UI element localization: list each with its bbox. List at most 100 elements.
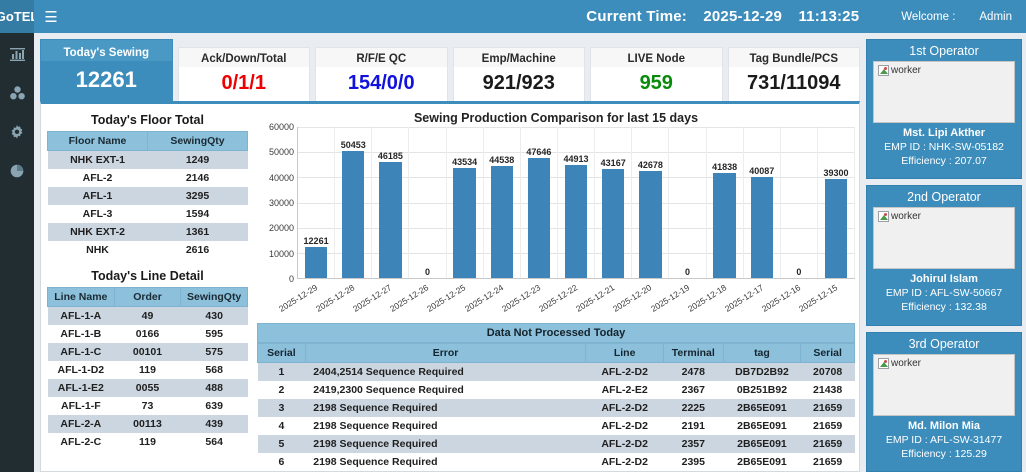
y-axis-tick: 50000 [268, 147, 294, 158]
line_detail-cell: 430 [205, 310, 223, 322]
data_table-cell: 1 [278, 366, 285, 378]
floor-total-table: Floor Name SewingQty NHK EXT-1 1249 AFL-2 21… [47, 131, 248, 259]
data_table-cell: AFL-2-D2 [601, 438, 648, 450]
data_table-cell: 2B65E091 [737, 438, 787, 450]
floor-total-header-row: Floor Name SewingQty [47, 131, 248, 151]
table-row[interactable]: 2 2419,2300 Sequence Required AFL-2-E2 2367… [257, 381, 855, 399]
line_detail-cell: 00101 [132, 346, 163, 358]
kpi-card-0[interactable]: Today's Sewing 12261 [40, 39, 173, 101]
bar [601, 169, 625, 278]
data_table-cell: 2225 [681, 402, 705, 414]
floor_total-cell: NHK EXT-1 [70, 154, 125, 166]
bar-cell[interactable]: 42678 [632, 127, 670, 278]
kpi-card-1[interactable]: Ack/Down/Total 0/1/1 [177, 47, 310, 101]
table-row[interactable]: NHK 2616 [47, 241, 248, 259]
share-nodes-icon [9, 86, 25, 100]
data_table-cell: 2B65E091 [737, 456, 787, 468]
kpi-card-value: 0/1/1 [221, 71, 266, 94]
bar-cell[interactable]: 43167 [595, 127, 633, 278]
bar-cell[interactable]: 44913 [558, 127, 596, 278]
data_table-cell: 21659 [813, 402, 843, 414]
line_detail-cell: 568 [205, 364, 223, 376]
bar-cell[interactable]: 12261 [298, 127, 336, 278]
operator-efficiency: Efficiency : 132.38 [901, 301, 987, 314]
line_detail-cell: 119 [139, 436, 156, 448]
line_detail-cell: AFL-1-E2 [57, 382, 104, 394]
bar-cell[interactable]: 41838 [707, 127, 744, 278]
kpi-card-value: 959 [639, 71, 673, 94]
data_table-cell: 20708 [813, 366, 843, 378]
kpi-card-title: Ack/Down/Total [178, 48, 309, 67]
floor-total-body: NHK EXT-1 1249 AFL-2 2146 AFL-1 3295 AFL-3 1594… [47, 150, 248, 259]
table-row[interactable]: AFL-1 3295 [47, 187, 248, 205]
bar-value-label: 44538 [489, 154, 515, 165]
operator-photo: worker [873, 353, 1015, 416]
table-row[interactable]: 6 2198 Sequence Required AFL-2-D2 2395 2B65E… [257, 453, 855, 471]
table-row[interactable]: NHK EXT-2 1361 [47, 223, 248, 241]
table-row[interactable]: AFL-2-C 119 564 [47, 433, 248, 451]
table-row[interactable]: AFL-1-C 00101 575 [47, 343, 248, 361]
bar-cell[interactable]: 40087 [744, 127, 781, 278]
table-row[interactable]: AFL-1-E2 0055 488 [47, 379, 248, 397]
line_detail-cell: 639 [205, 400, 223, 412]
kpi-card-2[interactable]: R/F/E QC 154/0/0 [315, 47, 448, 101]
table-row[interactable]: 4 2198 Sequence Required AFL-2-D2 2191 2B65E… [257, 417, 855, 435]
table-row[interactable]: AFL-1-F 73 639 [47, 397, 248, 415]
hamburger-icon[interactable]: ☰ [44, 8, 58, 26]
bar [713, 172, 736, 278]
line_detail-cell: 00113 [133, 418, 162, 430]
bar-cell[interactable]: 50453 [335, 127, 373, 278]
bar-cell[interactable]: 0 [409, 127, 447, 278]
bar [379, 161, 402, 278]
table-row[interactable]: AFL-1-B 0166 595 [47, 325, 248, 343]
floor_total-col-0: Floor Name [47, 131, 148, 151]
sidebar-item-bar-chart[interactable] [7, 45, 27, 63]
table-row[interactable]: 1 2404,2514 Sequence Required AFL-2-D2 2478… [257, 362, 855, 381]
kpi-tabs: Today's Sewing 12261 Ack/Down/Total 0/1/1 R/… [40, 39, 860, 101]
data_table-cell: 21659 [813, 456, 843, 468]
kpi-card-3[interactable]: Emp/Machine 921/923 [452, 47, 585, 101]
app-logo[interactable]: GoTEL [0, 0, 34, 33]
bar [453, 168, 476, 278]
floor_total-cell: AFL-3 [82, 208, 113, 220]
bar-value-label: 0 [796, 267, 802, 277]
bar-cell[interactable]: 46185 [372, 127, 410, 278]
line-detail-title: Today's Line Detail [91, 269, 204, 283]
table-row[interactable]: AFL-1-D2 119 568 [47, 361, 248, 379]
table-row[interactable]: 3 2198 Sequence Required AFL-2-D2 2225 2B65E… [257, 399, 855, 417]
line-detail-table: Line Name Order SewingQty AFL-1-A 49 430 AFL-… [47, 287, 248, 451]
sidebar-item-share-nodes[interactable] [7, 84, 27, 102]
bar [564, 164, 588, 278]
floor_total-cell: 1249 [185, 154, 210, 166]
table-row[interactable]: NHK EXT-1 1249 [47, 150, 248, 169]
table-row[interactable]: AFL-2 2146 [47, 169, 248, 187]
current-time: Current Time: 2025-12-29 11:13:25 [586, 8, 859, 25]
y-axis-tick: 20000 [268, 223, 294, 234]
table-row[interactable]: 5 2198 Sequence Required AFL-2-D2 2357 2B65E… [257, 435, 855, 453]
kpi-card-4[interactable]: LIVE Node 959 [590, 47, 723, 101]
table-row[interactable]: AFL-2-A 00113 439 [47, 415, 248, 433]
user-menu[interactable]: Admin [979, 10, 1012, 23]
data_table-cell: AFL-2-D2 [601, 456, 648, 468]
table-row[interactable]: AFL-1-A 49 430 [47, 306, 248, 325]
y-axis-tick: 40000 [268, 172, 294, 183]
line_detail-cell: AFL-2-C [60, 436, 102, 448]
kpi-card-5[interactable]: Tag Bundle/PCS 731/11094 [727, 47, 860, 101]
chart-pane: Sewing Production Comparison for last 15… [253, 104, 859, 471]
sidebar-item-settings[interactable] [7, 123, 27, 141]
line_detail-cell: 73 [141, 400, 154, 412]
line_detail-cell: AFL-2-A [60, 418, 102, 430]
welcome-label: Welcome : [901, 10, 956, 23]
bar-cell[interactable]: 0 [781, 127, 818, 278]
x-axis-cell: 2025-12-15 [797, 279, 855, 321]
table-row[interactable]: AFL-3 1594 [47, 205, 248, 223]
bar-cell[interactable]: 39300 [818, 127, 856, 278]
bar-cell[interactable]: 0 [669, 127, 707, 278]
bar-chart-icon [9, 47, 25, 61]
data_table-cell: 0B251B92 [736, 384, 788, 396]
sidebar-item-pie-chart[interactable] [7, 162, 27, 180]
top-header: GoTEL ☰ Current Time: 2025-12-29 11:13:2… [0, 0, 1026, 33]
bar-cell[interactable]: 44538 [484, 127, 521, 278]
bar-cell[interactable]: 43534 [447, 127, 484, 278]
bar-cell[interactable]: 47646 [521, 127, 558, 278]
